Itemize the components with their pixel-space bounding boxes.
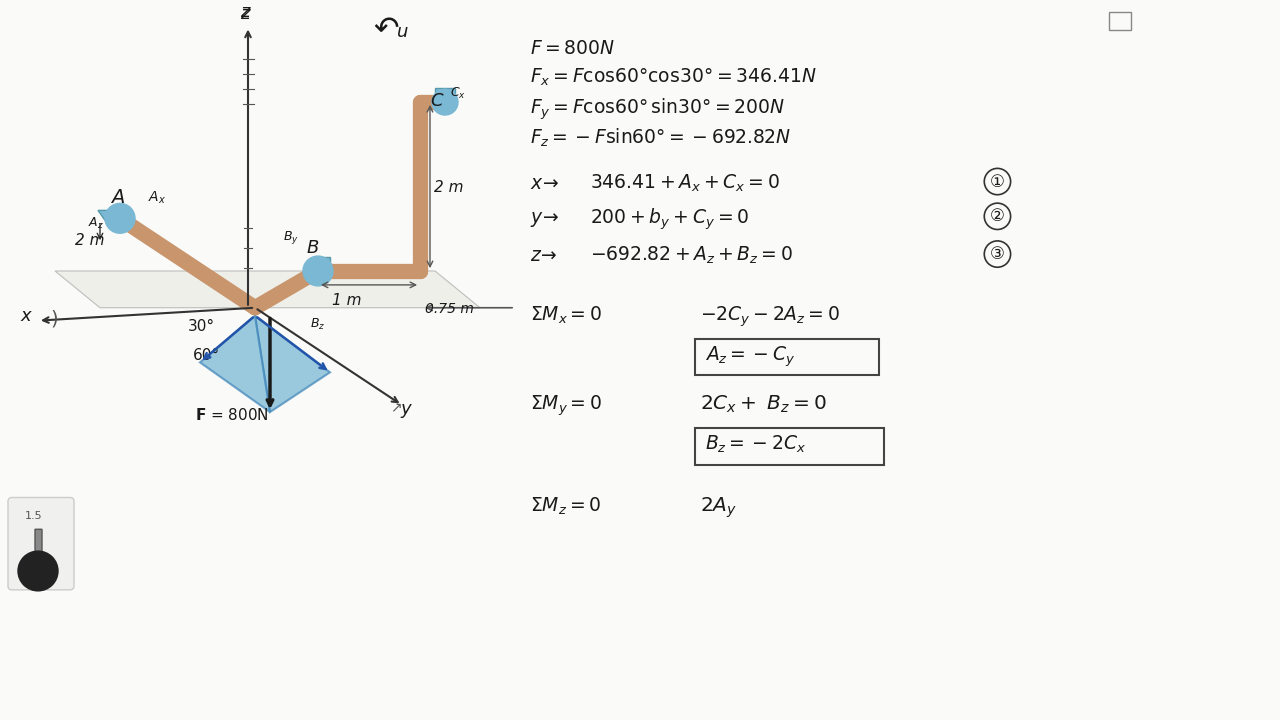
Polygon shape bbox=[35, 529, 42, 576]
Text: $y\!\rightarrow$: $y\!\rightarrow$ bbox=[530, 210, 559, 229]
Text: $2A_y$: $2A_y$ bbox=[700, 495, 737, 520]
Text: $\Sigma M_x = 0$: $\Sigma M_x = 0$ bbox=[530, 305, 602, 326]
Text: 1.5: 1.5 bbox=[26, 511, 42, 521]
Text: 2 m: 2 m bbox=[76, 233, 105, 248]
Text: $2C_x +\ B_z = 0$: $2C_x +\ B_z = 0$ bbox=[700, 394, 827, 415]
Text: $B$: $B$ bbox=[306, 239, 319, 257]
Text: $F = 800N$: $F = 800N$ bbox=[530, 40, 616, 58]
Text: $A_x$: $A_x$ bbox=[148, 189, 166, 206]
Text: 2 m: 2 m bbox=[434, 179, 463, 194]
Text: $\nearrow$: $\nearrow$ bbox=[388, 401, 402, 415]
Text: 1 m: 1 m bbox=[332, 293, 361, 307]
Text: z: z bbox=[241, 3, 250, 21]
Text: 60°: 60° bbox=[193, 348, 220, 364]
Text: $z\!\rightarrow$: $z\!\rightarrow$ bbox=[530, 246, 557, 265]
Polygon shape bbox=[55, 271, 480, 307]
Text: $A_z$: $A_z$ bbox=[88, 216, 104, 231]
Circle shape bbox=[105, 204, 134, 233]
Polygon shape bbox=[435, 89, 454, 107]
Text: $x\!\rightarrow$: $x\!\rightarrow$ bbox=[530, 174, 559, 192]
Text: $F_z = -F\mathrm{sin}60° = -692.82N$: $F_z = -F\mathrm{sin}60° = -692.82N$ bbox=[530, 127, 791, 149]
Circle shape bbox=[303, 256, 333, 286]
Text: $A_z = -C_y$: $A_z = -C_y$ bbox=[705, 344, 795, 369]
FancyBboxPatch shape bbox=[8, 498, 74, 590]
Text: $\mathbf{F}$ = 800N: $\mathbf{F}$ = 800N bbox=[195, 407, 269, 423]
Text: $F_y = F\mathrm{cos}60°\,\mathrm{sin}30° = 200N$: $F_y = F\mathrm{cos}60°\,\mathrm{sin}30°… bbox=[530, 96, 785, 122]
Text: $-2C_y - 2A_z = 0$: $-2C_y - 2A_z = 0$ bbox=[700, 305, 840, 329]
Text: $B_z = -2C_x$: $B_z = -2C_x$ bbox=[705, 433, 806, 455]
Text: $\curvearrowleft$: $\curvearrowleft$ bbox=[369, 14, 401, 42]
Text: $C_x$: $C_x$ bbox=[451, 86, 466, 102]
Text: u: u bbox=[397, 22, 408, 40]
Text: $200 + b_y + C_y = 0$: $200 + b_y + C_y = 0$ bbox=[590, 206, 749, 232]
Polygon shape bbox=[314, 257, 330, 276]
Text: $-692.82 + A_z + B_z = 0$: $-692.82 + A_z + B_z = 0$ bbox=[590, 245, 792, 266]
Text: $B_z$: $B_z$ bbox=[310, 317, 325, 332]
Polygon shape bbox=[99, 210, 125, 230]
Text: ): ) bbox=[50, 310, 58, 328]
Text: $C$: $C$ bbox=[430, 92, 444, 110]
Polygon shape bbox=[255, 315, 330, 412]
Text: x: x bbox=[20, 307, 31, 325]
Text: $F_x = F\mathrm{cos}60°\mathrm{cos}30° = 346.41N$: $F_x = F\mathrm{cos}60°\mathrm{cos}30° =… bbox=[530, 66, 817, 88]
Text: $A$: $A$ bbox=[110, 189, 125, 207]
Text: 30°: 30° bbox=[188, 318, 215, 333]
Circle shape bbox=[433, 89, 458, 115]
Text: $346.41 + A_x + C_x = 0$: $346.41 + A_x + C_x = 0$ bbox=[590, 173, 780, 194]
Text: 0.75 m: 0.75 m bbox=[425, 302, 474, 315]
Text: ②: ② bbox=[989, 207, 1005, 225]
Text: ③: ③ bbox=[989, 245, 1005, 263]
Text: $B_y$: $B_y$ bbox=[283, 229, 298, 246]
Text: z: z bbox=[241, 4, 250, 22]
Text: $\Sigma M_y = 0$: $\Sigma M_y = 0$ bbox=[530, 394, 602, 418]
Circle shape bbox=[18, 551, 58, 591]
Text: $\Sigma M_z = 0$: $\Sigma M_z = 0$ bbox=[530, 495, 602, 517]
Polygon shape bbox=[200, 315, 270, 412]
Text: ①: ① bbox=[989, 173, 1005, 191]
Text: y: y bbox=[399, 400, 411, 418]
